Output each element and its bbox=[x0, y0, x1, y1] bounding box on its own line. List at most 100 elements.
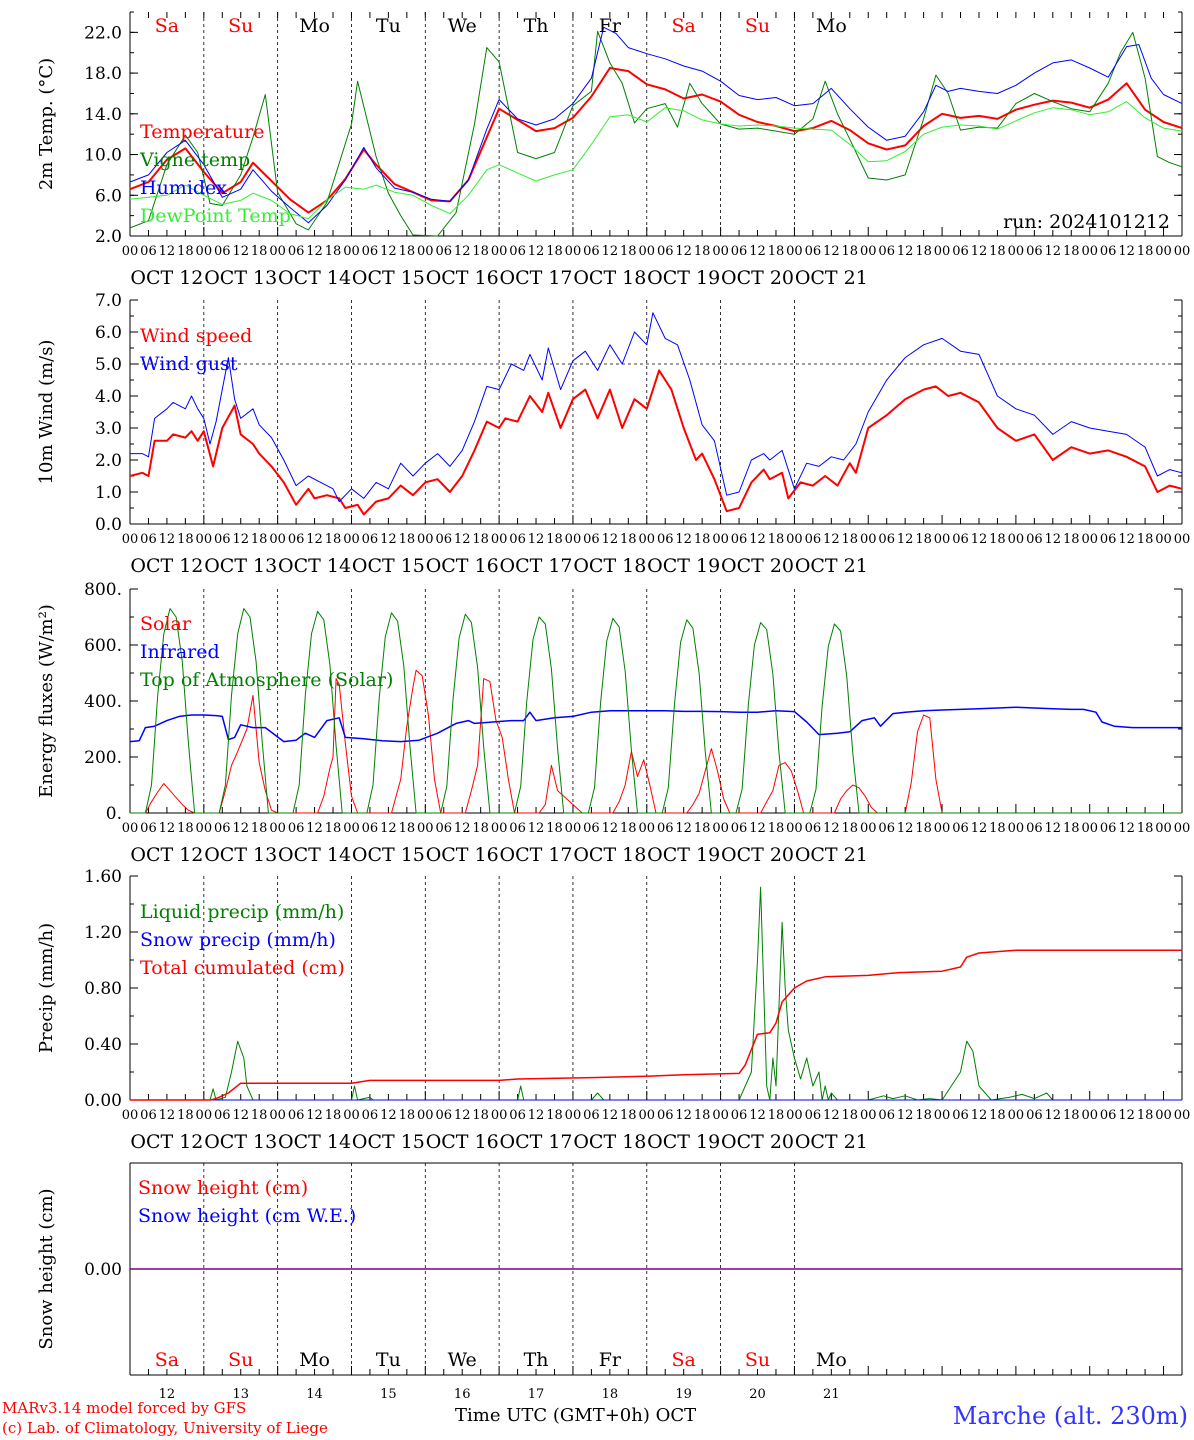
x-hour-label: 12 bbox=[971, 532, 988, 547]
x-day-label: OCT 20 bbox=[721, 555, 794, 577]
x-day-label: OCT 15 bbox=[352, 844, 425, 866]
x-hour-label: 06 bbox=[140, 244, 157, 259]
x-hour-label: 00 bbox=[122, 244, 139, 259]
x-hour-label: 00 bbox=[196, 532, 213, 547]
x-hour-label: 12 bbox=[232, 821, 249, 836]
x-hour-label: 12 bbox=[1118, 244, 1135, 259]
x-hour-label: 00 bbox=[1008, 244, 1025, 259]
series-line bbox=[129, 369, 1183, 516]
weekday-label-bottom: Mo bbox=[816, 1349, 847, 1371]
x-hour-label: 00 bbox=[1081, 532, 1098, 547]
x-hour-label: 00 bbox=[491, 244, 508, 259]
x-day-label: OCT 16 bbox=[426, 1131, 499, 1153]
weekday-label-bottom: Tu bbox=[376, 1349, 401, 1371]
x-day-label: OCT 19 bbox=[647, 555, 720, 577]
x-day-label: OCT 16 bbox=[426, 555, 499, 577]
x-hour-label: 00 bbox=[269, 244, 286, 259]
legend-entry: Liquid precip (mm/h) bbox=[140, 901, 344, 923]
x-day-label: OCT 19 bbox=[647, 844, 720, 866]
weekday-label-top: Su bbox=[228, 15, 253, 37]
x-hour-label: 06 bbox=[1100, 244, 1117, 259]
weekday-label-bottom: We bbox=[448, 1349, 477, 1371]
y-tick-label: 3.0 bbox=[95, 419, 122, 439]
y-tick-label: 600. bbox=[84, 636, 122, 656]
x-hour-label: 00 bbox=[1008, 532, 1025, 547]
x-day-label: OCT 17 bbox=[500, 844, 573, 866]
x-day-label: OCT 18 bbox=[573, 1131, 646, 1153]
x-hour-label: 00 bbox=[565, 244, 582, 259]
x-hour-label: 18 bbox=[620, 244, 637, 259]
x-hour-label: 12 bbox=[232, 532, 249, 547]
x-hour-label: 18 bbox=[842, 821, 859, 836]
y-tick-label: 2.0 bbox=[95, 227, 122, 247]
weekday-label-bottom: Sa bbox=[155, 1349, 179, 1371]
day-number-label: 21 bbox=[823, 1387, 840, 1402]
x-hour-label: 06 bbox=[952, 244, 969, 259]
x-hour-label: 06 bbox=[731, 244, 748, 259]
x-hour-label: 06 bbox=[435, 821, 452, 836]
weekday-label-top: Tu bbox=[376, 15, 401, 37]
x-day-label: OCT 20 bbox=[721, 844, 794, 866]
x-hour-label: 06 bbox=[878, 821, 895, 836]
x-hour-label: 18 bbox=[768, 1108, 785, 1123]
x-hour-label: 12 bbox=[454, 821, 471, 836]
x-hour-label: 12 bbox=[528, 532, 545, 547]
x-hour-label: 12 bbox=[1118, 532, 1135, 547]
x-hour-label: 12 bbox=[528, 1108, 545, 1123]
x-hour-label: 00 bbox=[1155, 244, 1172, 259]
x-hour-label: 00 bbox=[712, 1108, 729, 1123]
weekday-label-bottom: Su bbox=[228, 1349, 253, 1371]
x-hour-label: 00 bbox=[786, 1108, 803, 1123]
x-hour-label: 00 bbox=[343, 821, 360, 836]
x-hour-label: 12 bbox=[1118, 1108, 1135, 1123]
x-hour-label: 00 bbox=[196, 821, 213, 836]
y-tick-label: 6.0 bbox=[95, 323, 122, 343]
x-hour-label: 06 bbox=[288, 1108, 305, 1123]
legend-entry: Snow height (cm) bbox=[138, 1177, 308, 1199]
x-hour-label: 00 bbox=[417, 1108, 434, 1123]
x-hour-label: 12 bbox=[602, 821, 619, 836]
legend-entry: Infrared bbox=[140, 641, 220, 663]
x-hour-label: 00 bbox=[269, 821, 286, 836]
x-hour-label: 06 bbox=[878, 244, 895, 259]
x-hour-label: 18 bbox=[472, 532, 489, 547]
x-hour-label: 06 bbox=[583, 244, 600, 259]
y-tick-label: 1.60 bbox=[84, 867, 122, 887]
weekday-label-top: Th bbox=[524, 15, 549, 37]
x-hour-label: 18 bbox=[694, 1108, 711, 1123]
x-hour-label: 12 bbox=[159, 1108, 176, 1123]
x-hour-label: 18 bbox=[768, 821, 785, 836]
x-hour-label: 06 bbox=[731, 821, 748, 836]
x-hour-label: 18 bbox=[472, 1108, 489, 1123]
day-number-label: 12 bbox=[159, 1387, 176, 1402]
x-day-label: OCT 13 bbox=[204, 844, 277, 866]
series-line bbox=[130, 608, 1182, 814]
y-tick-label: 0. bbox=[106, 804, 122, 824]
x-day-label: OCT 21 bbox=[795, 267, 868, 289]
series-line bbox=[130, 886, 1182, 1101]
x-hour-label: 06 bbox=[583, 821, 600, 836]
x-hour-label: 00 bbox=[122, 532, 139, 547]
x-day-label: OCT 15 bbox=[352, 555, 425, 577]
x-day-label: OCT 16 bbox=[426, 844, 499, 866]
x-hour-label: 12 bbox=[1045, 244, 1062, 259]
x-hour-label: 12 bbox=[159, 821, 176, 836]
x-day-label: OCT 20 bbox=[721, 1131, 794, 1153]
x-day-label: OCT 18 bbox=[573, 844, 646, 866]
y-tick-label: 6.0 bbox=[95, 186, 122, 206]
x-hour-label: 00 bbox=[343, 244, 360, 259]
y-tick-label: 0.00 bbox=[84, 1091, 122, 1111]
x-hour-label: 00 bbox=[1155, 821, 1172, 836]
x-hour-label: 12 bbox=[675, 244, 692, 259]
x-hour-label: 06 bbox=[1100, 532, 1117, 547]
x-hour-label: 12 bbox=[454, 244, 471, 259]
x-hour-label: 12 bbox=[528, 244, 545, 259]
x-hour-label: 18 bbox=[325, 244, 342, 259]
x-hour-label: 06 bbox=[1100, 821, 1117, 836]
x-hour-label: 12 bbox=[602, 244, 619, 259]
x-hour-label: 18 bbox=[1137, 244, 1154, 259]
x-hour-label: 18 bbox=[251, 532, 268, 547]
day-number-label: 17 bbox=[528, 1387, 545, 1402]
day-number-label: 14 bbox=[306, 1387, 323, 1402]
y-axis-label: 10m Wind (m/s) bbox=[36, 340, 57, 485]
